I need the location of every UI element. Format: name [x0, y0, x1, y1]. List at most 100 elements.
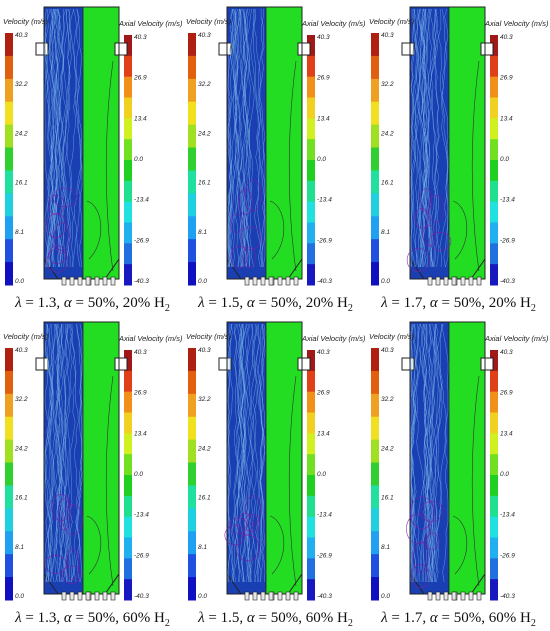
right-port [480, 42, 494, 56]
nozzle [85, 276, 91, 286]
panel-caption: λ = 1.5, α = 50%, 60% H2 [198, 610, 353, 629]
axial-velocity-tick-label: -13.4 [317, 512, 332, 519]
nozzle [252, 276, 258, 286]
nozzle [268, 276, 274, 286]
velocity-tick-label: 40.3 [198, 32, 211, 39]
axial-velocity-tick-label: 40.3 [500, 349, 513, 356]
cfd-panel: 40.3 32.2 24.2 16.1 8.1 0.0 40.3 26.9 13.4 0.0 -13… [1, 316, 184, 631]
velocity-colorbar-title: Velocity (m/s) [3, 17, 49, 26]
velocity-colorbar-title: Velocity (m/s) [186, 332, 232, 341]
streamlines [224, 323, 266, 583]
nozzle [102, 591, 108, 601]
nozzle [77, 591, 83, 601]
axial-velocity-tick-label: -26.9 [317, 552, 332, 559]
axial-velocity-tick-label: 40.3 [134, 34, 147, 41]
axial-contour [452, 515, 468, 575]
velocity-tick-label: 40.3 [381, 32, 394, 39]
velocity-tick-label: 32.2 [198, 396, 211, 403]
axial-velocity-colorbar-title: Axial Velocity (m/s) [485, 334, 549, 343]
velocity-tick-label: 8.1 [15, 544, 24, 551]
streamlines [227, 8, 266, 269]
axial-velocity-tick-label: -40.3 [317, 278, 332, 285]
nozzle [451, 591, 457, 601]
axial-velocity-tick-label: 40.3 [317, 349, 330, 356]
nozzle [110, 276, 116, 286]
right-port [297, 42, 311, 56]
combustor-outline [409, 6, 486, 280]
velocity-tick-label: 8.1 [198, 229, 207, 236]
cfd-panel: 40.3 32.2 24.2 16.1 8.1 0.0 40.3 26.9 13.4 0.0 -13… [184, 316, 367, 631]
axial-contour [105, 60, 114, 272]
nozzle [460, 276, 466, 286]
velocity-tick-label: 16.1 [381, 180, 394, 187]
nozzle [277, 276, 283, 286]
axial-velocity-field [266, 7, 302, 279]
panel-graphic: 40.3 32.2 24.2 16.1 8.1 0.0 40.3 26.9 13.4 0.0 -13… [188, 321, 332, 601]
velocity-tick-label: 16.1 [15, 495, 28, 502]
velocity-tick-label: 32.2 [198, 81, 211, 88]
nozzle [468, 591, 474, 601]
velocity-tick-label: 24.2 [380, 445, 394, 452]
panel-graphic: 40.3 32.2 24.2 16.1 8.1 0.0 40.3 26.9 13.4 0.0 -13… [188, 6, 332, 286]
cfd-panel: 40.3 32.2 24.2 16.1 8.1 0.0 40.3 26.9 13.4 0.0 -13… [367, 1, 550, 316]
axial-velocity-colorbar-title: Axial Velocity (m/s) [119, 334, 183, 343]
nozzle [69, 591, 75, 601]
axial-velocity-tick-label: -40.3 [500, 278, 515, 285]
left-port [401, 42, 415, 56]
axial-velocity-tick-label: 0.0 [317, 471, 326, 478]
velocity-tick-label: 32.2 [15, 396, 28, 403]
nozzle [61, 591, 67, 601]
velocity-tick-label: 8.1 [381, 229, 390, 236]
nozzle [244, 591, 250, 601]
axial-velocity-field [83, 7, 119, 279]
nozzle [443, 276, 449, 286]
panel-caption: λ = 1.3, α = 50%, 60% H2 [15, 610, 170, 629]
axial-contour [288, 375, 297, 587]
combustor-outline [409, 321, 486, 595]
nozzle [285, 591, 291, 601]
axial-velocity-tick-label: 26.9 [316, 390, 330, 397]
axial-contour [288, 60, 297, 272]
axial-velocity-tick-label: 26.9 [316, 75, 330, 82]
nozzle [427, 591, 433, 601]
nozzle [285, 276, 291, 286]
right-port [114, 357, 128, 371]
velocity-tick-label: 40.3 [15, 347, 28, 354]
axial-velocity-field [449, 322, 485, 594]
axial-velocity-tick-label: -26.9 [134, 237, 149, 244]
combustor-outline [43, 321, 120, 595]
nozzle [85, 591, 91, 601]
combustor-outline [43, 6, 120, 280]
velocity-tick-label: 16.1 [198, 495, 211, 502]
velocity-tick-label: 40.3 [15, 32, 28, 39]
right-port [297, 357, 311, 371]
streamlines [406, 323, 449, 589]
axial-contour [269, 200, 285, 260]
nozzle [260, 276, 266, 286]
left-port [35, 357, 49, 371]
nozzle [94, 591, 100, 601]
axial-velocity-tick-label: 40.3 [317, 34, 330, 41]
velocity-colorbar [371, 33, 379, 286]
cfd-panel: 40.3 32.2 24.2 16.1 8.1 0.0 40.3 26.9 13.4 0.0 -13… [367, 316, 550, 631]
combustor-outline [226, 6, 303, 280]
axial-velocity-tick-label: -26.9 [500, 552, 515, 559]
velocity-colorbar [5, 348, 13, 601]
velocity-tick-label: 32.2 [15, 81, 28, 88]
velocity-tick-label: 24.2 [14, 445, 28, 452]
axial-velocity-tick-label: 13.4 [500, 430, 513, 437]
axial-velocity-tick-label: -40.3 [134, 278, 149, 285]
axial-velocity-colorbar [307, 35, 315, 286]
velocity-tick-label: 8.1 [198, 544, 207, 551]
velocity-colorbar [188, 348, 196, 601]
axial-velocity-tick-label: 40.3 [134, 349, 147, 356]
velocity-colorbar-title: Velocity (m/s) [369, 332, 415, 341]
axial-velocity-tick-label: 13.4 [134, 115, 147, 122]
nozzle [443, 591, 449, 601]
velocity-tick-label: 0.0 [381, 278, 390, 285]
axial-velocity-tick-label: 0.0 [500, 156, 509, 163]
axial-velocity-colorbar [307, 350, 315, 601]
velocity-tick-label: 32.2 [381, 81, 394, 88]
panel-graphic: 40.3 32.2 24.2 16.1 8.1 0.0 40.3 26.9 13.4 0.0 -13… [371, 321, 515, 601]
axial-velocity-tick-label: -13.4 [500, 512, 515, 519]
